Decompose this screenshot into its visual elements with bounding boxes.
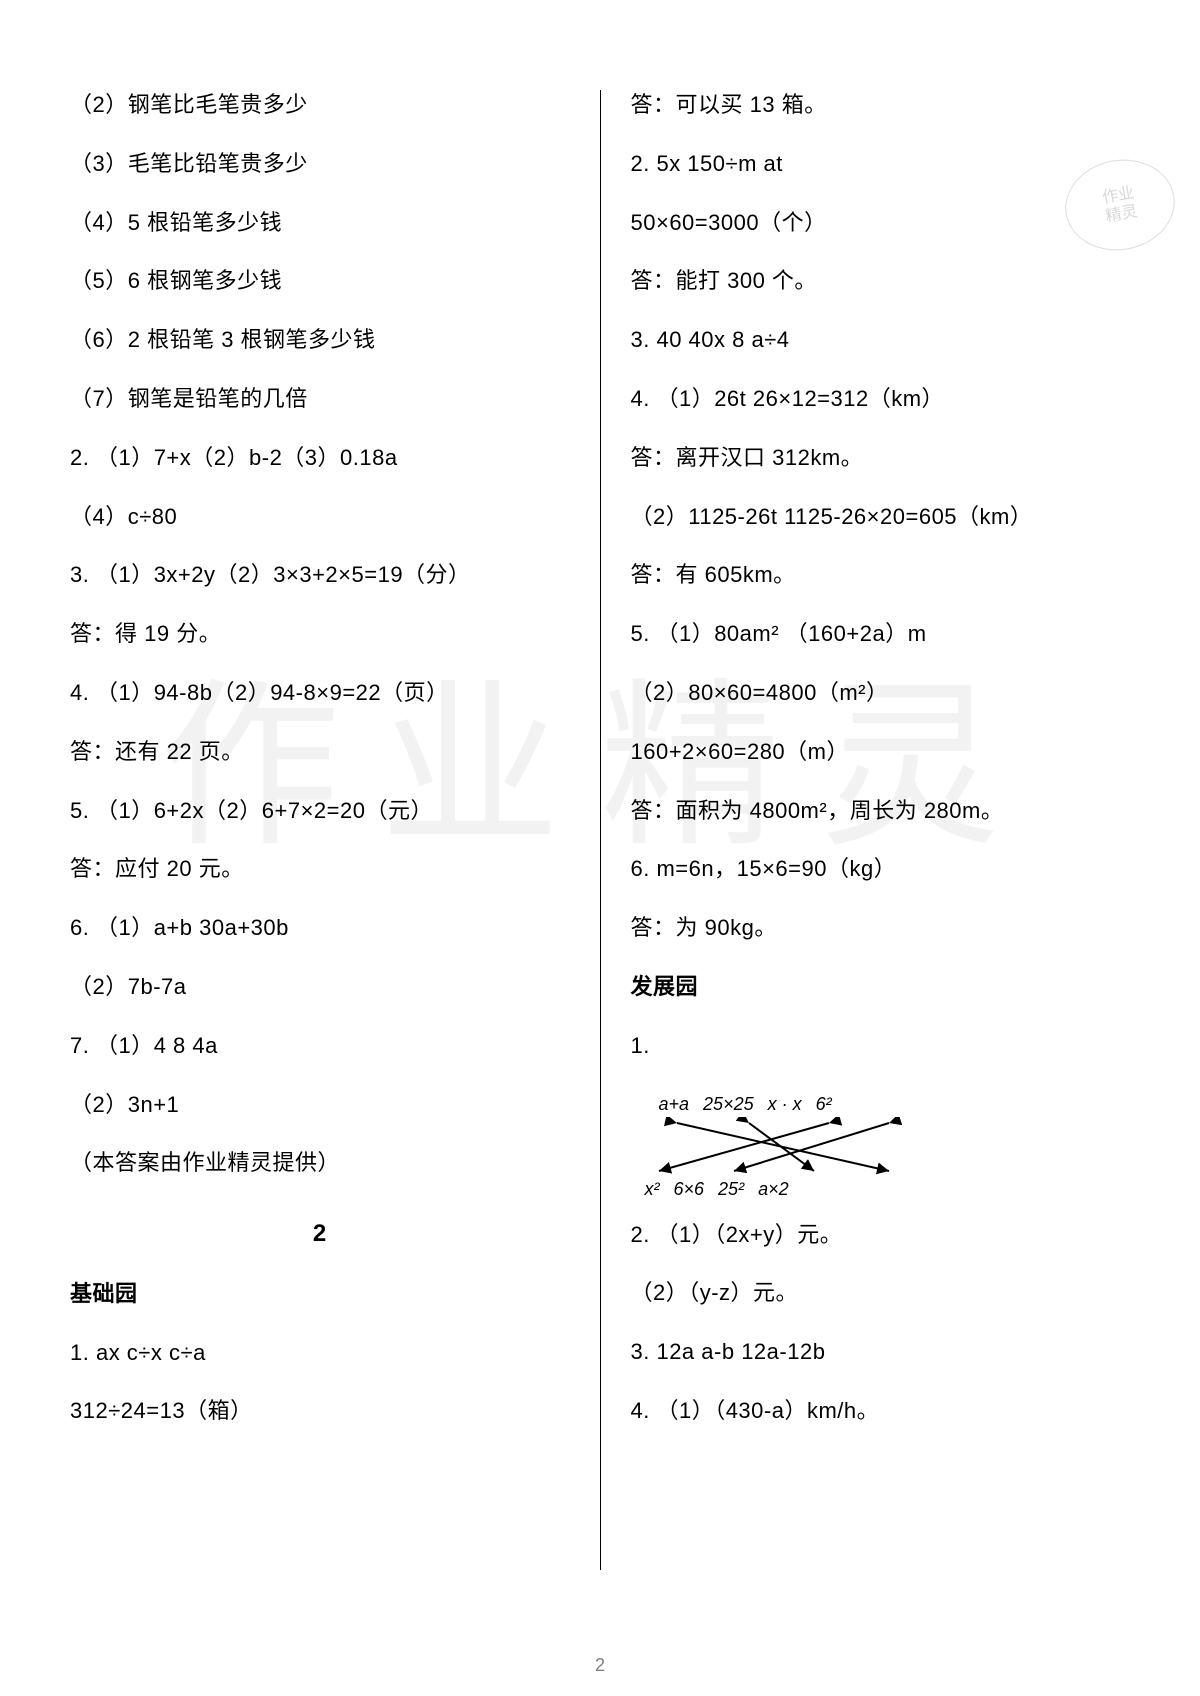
text-line: 4. （1）26t 26×12=312（km） [631,384,1131,415]
diagram-bottom-label: 25² [718,1179,744,1200]
diagram-bottom-row: x² 6×6 25² a×2 [639,1179,1131,1200]
text-line: 答：能打 300 个。 [631,266,1131,297]
text-line: 答：还有 22 页。 [70,737,570,768]
right-column: 答：可以买 13 箱。 2. 5x 150÷m at 50×60=3000（个） 答：… [601,90,1131,1656]
text-line: 1. ax c÷x c÷a [70,1338,570,1369]
text-line: 基础园 [70,1279,570,1310]
text-line: （2）钢笔比毛笔贵多少 [70,90,570,121]
diagram-bottom-label: x² [645,1179,660,1200]
text-line: （2）3n+1 [70,1090,570,1121]
text-line: 3. 40 40x 8 a÷4 [631,325,1131,356]
text-line: 6. （1）a+b 30a+30b [70,913,570,944]
diagram-top-label: 25×25 [703,1094,754,1115]
text-line: 7. （1）4 8 4a [70,1031,570,1062]
diagram-top-label: a+a [659,1094,690,1115]
text-line: （6）2 根铅笔 3 根钢笔多少钱 [70,325,570,356]
text-line: 答：离开汉口 312km。 [631,443,1131,474]
text-line: 1. [631,1031,1131,1062]
text-line: 答：得 19 分。 [70,619,570,650]
text-line: 4. （1）（430-a）km/h。 [631,1396,1131,1427]
text-line: 50×60=3000（个） [631,208,1131,239]
text-line: 答：有 605km。 [631,560,1131,591]
diagram-top-label: x · x [768,1094,802,1115]
text-line: （7）钢笔是铅笔的几倍 [70,384,570,415]
text-line: 2 [70,1217,570,1251]
text-line: 2. （1）（2x+y）元。 [631,1220,1131,1251]
text-line: 160+2×60=280（m） [631,737,1131,768]
text-line: 4. （1）94-8b（2）94-8×9=22（页） [70,678,570,709]
text-line: （4）5 根铅笔多少钱 [70,208,570,239]
diagram-bottom-label: 6×6 [674,1179,705,1200]
text-line: （本答案由作业精灵提供） [70,1148,570,1179]
text-line: 发展园 [631,972,1131,1003]
page-container: （2）钢笔比毛笔贵多少 （3）毛笔比铅笔贵多少 （4）5 根铅笔多少钱 （5）6 根钢… [0,0,1200,1696]
text-line: 3. 12a a-b 12a-12b [631,1337,1131,1368]
text-line: 2. 5x 150÷m at [631,149,1131,180]
text-line: （2）1125-26t 1125-26×20=605（km） [631,502,1131,533]
diagram-top-row: a+a 25×25 x · x 6² [639,1094,1131,1115]
text-line: 2. （1）7+x（2）b-2（3）0.18a [70,443,570,474]
text-line: 答：应付 20 元。 [70,854,570,885]
text-line: （2）（y-z）元。 [631,1278,1131,1309]
text-line: （4）c÷80 [70,502,570,533]
text-line: （2）7b-7a [70,972,570,1003]
text-line: 答：为 90kg。 [631,913,1131,944]
text-line: （2）80×60=4800（m²） [631,678,1131,709]
text-line: 3. （1）3x+2y（2）3×3+2×5=19（分） [70,560,570,591]
matching-diagram: a+a 25×25 x · x 6² x² 6×6 25² a×2 [639,1094,1131,1202]
left-column: （2）钢笔比毛笔贵多少 （3）毛笔比铅笔贵多少 （4）5 根铅笔多少钱 （5）6 根钢… [70,90,600,1656]
text-line: 6. m=6n，15×6=90（kg） [631,854,1131,885]
diagram-top-label: 6² [816,1094,832,1115]
text-line: 5. （1）6+2x（2）6+7×2=20（元） [70,796,570,827]
text-line: 5. （1）80am² （160+2a）m [631,619,1131,650]
diagram-bottom-label: a×2 [758,1179,789,1200]
diagram-arrows [639,1117,939,1177]
text-line: 答：可以买 13 箱。 [631,90,1131,121]
text-line: （5）6 根钢笔多少钱 [70,266,570,297]
text-line: 312÷24=13（箱） [70,1396,570,1427]
text-line: 答：面积为 4800m²，周长为 280m。 [631,796,1131,827]
text-line: （3）毛笔比铅笔贵多少 [70,149,570,180]
